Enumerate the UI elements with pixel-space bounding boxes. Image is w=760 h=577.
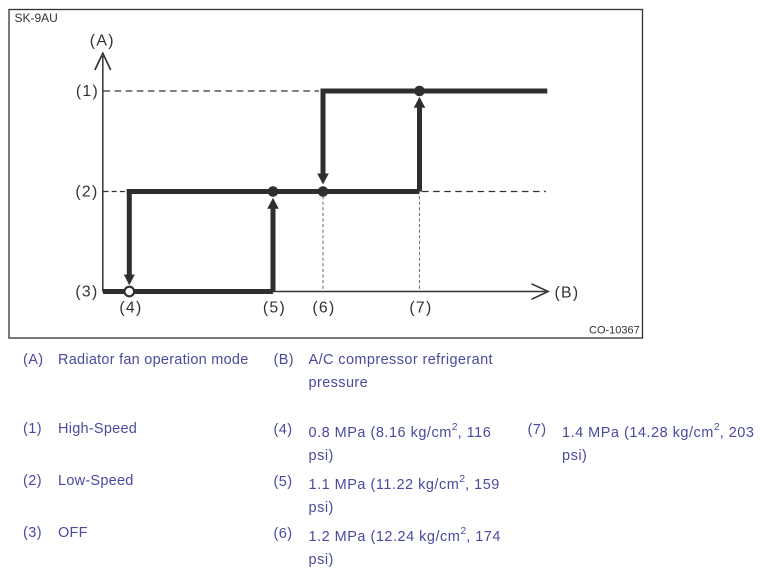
svg-text:(7): (7) <box>409 300 432 317</box>
svg-text:CO-10367: CO-10367 <box>589 325 640 337</box>
svg-text:(6): (6) <box>312 300 335 317</box>
svg-text:(3): (3) <box>75 284 98 301</box>
svg-text:(B): (B) <box>554 285 579 302</box>
svg-text:SK-9AU: SK-9AU <box>15 11 58 25</box>
svg-text:(4): (4) <box>119 300 142 317</box>
svg-text:(2): (2) <box>75 184 98 201</box>
svg-text:(5): (5) <box>263 300 286 317</box>
svg-text:(1): (1) <box>76 83 99 100</box>
svg-text:(A): (A) <box>90 33 115 50</box>
